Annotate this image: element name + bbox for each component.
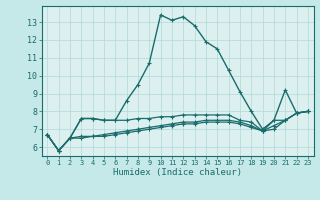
X-axis label: Humidex (Indice chaleur): Humidex (Indice chaleur) — [113, 168, 242, 177]
